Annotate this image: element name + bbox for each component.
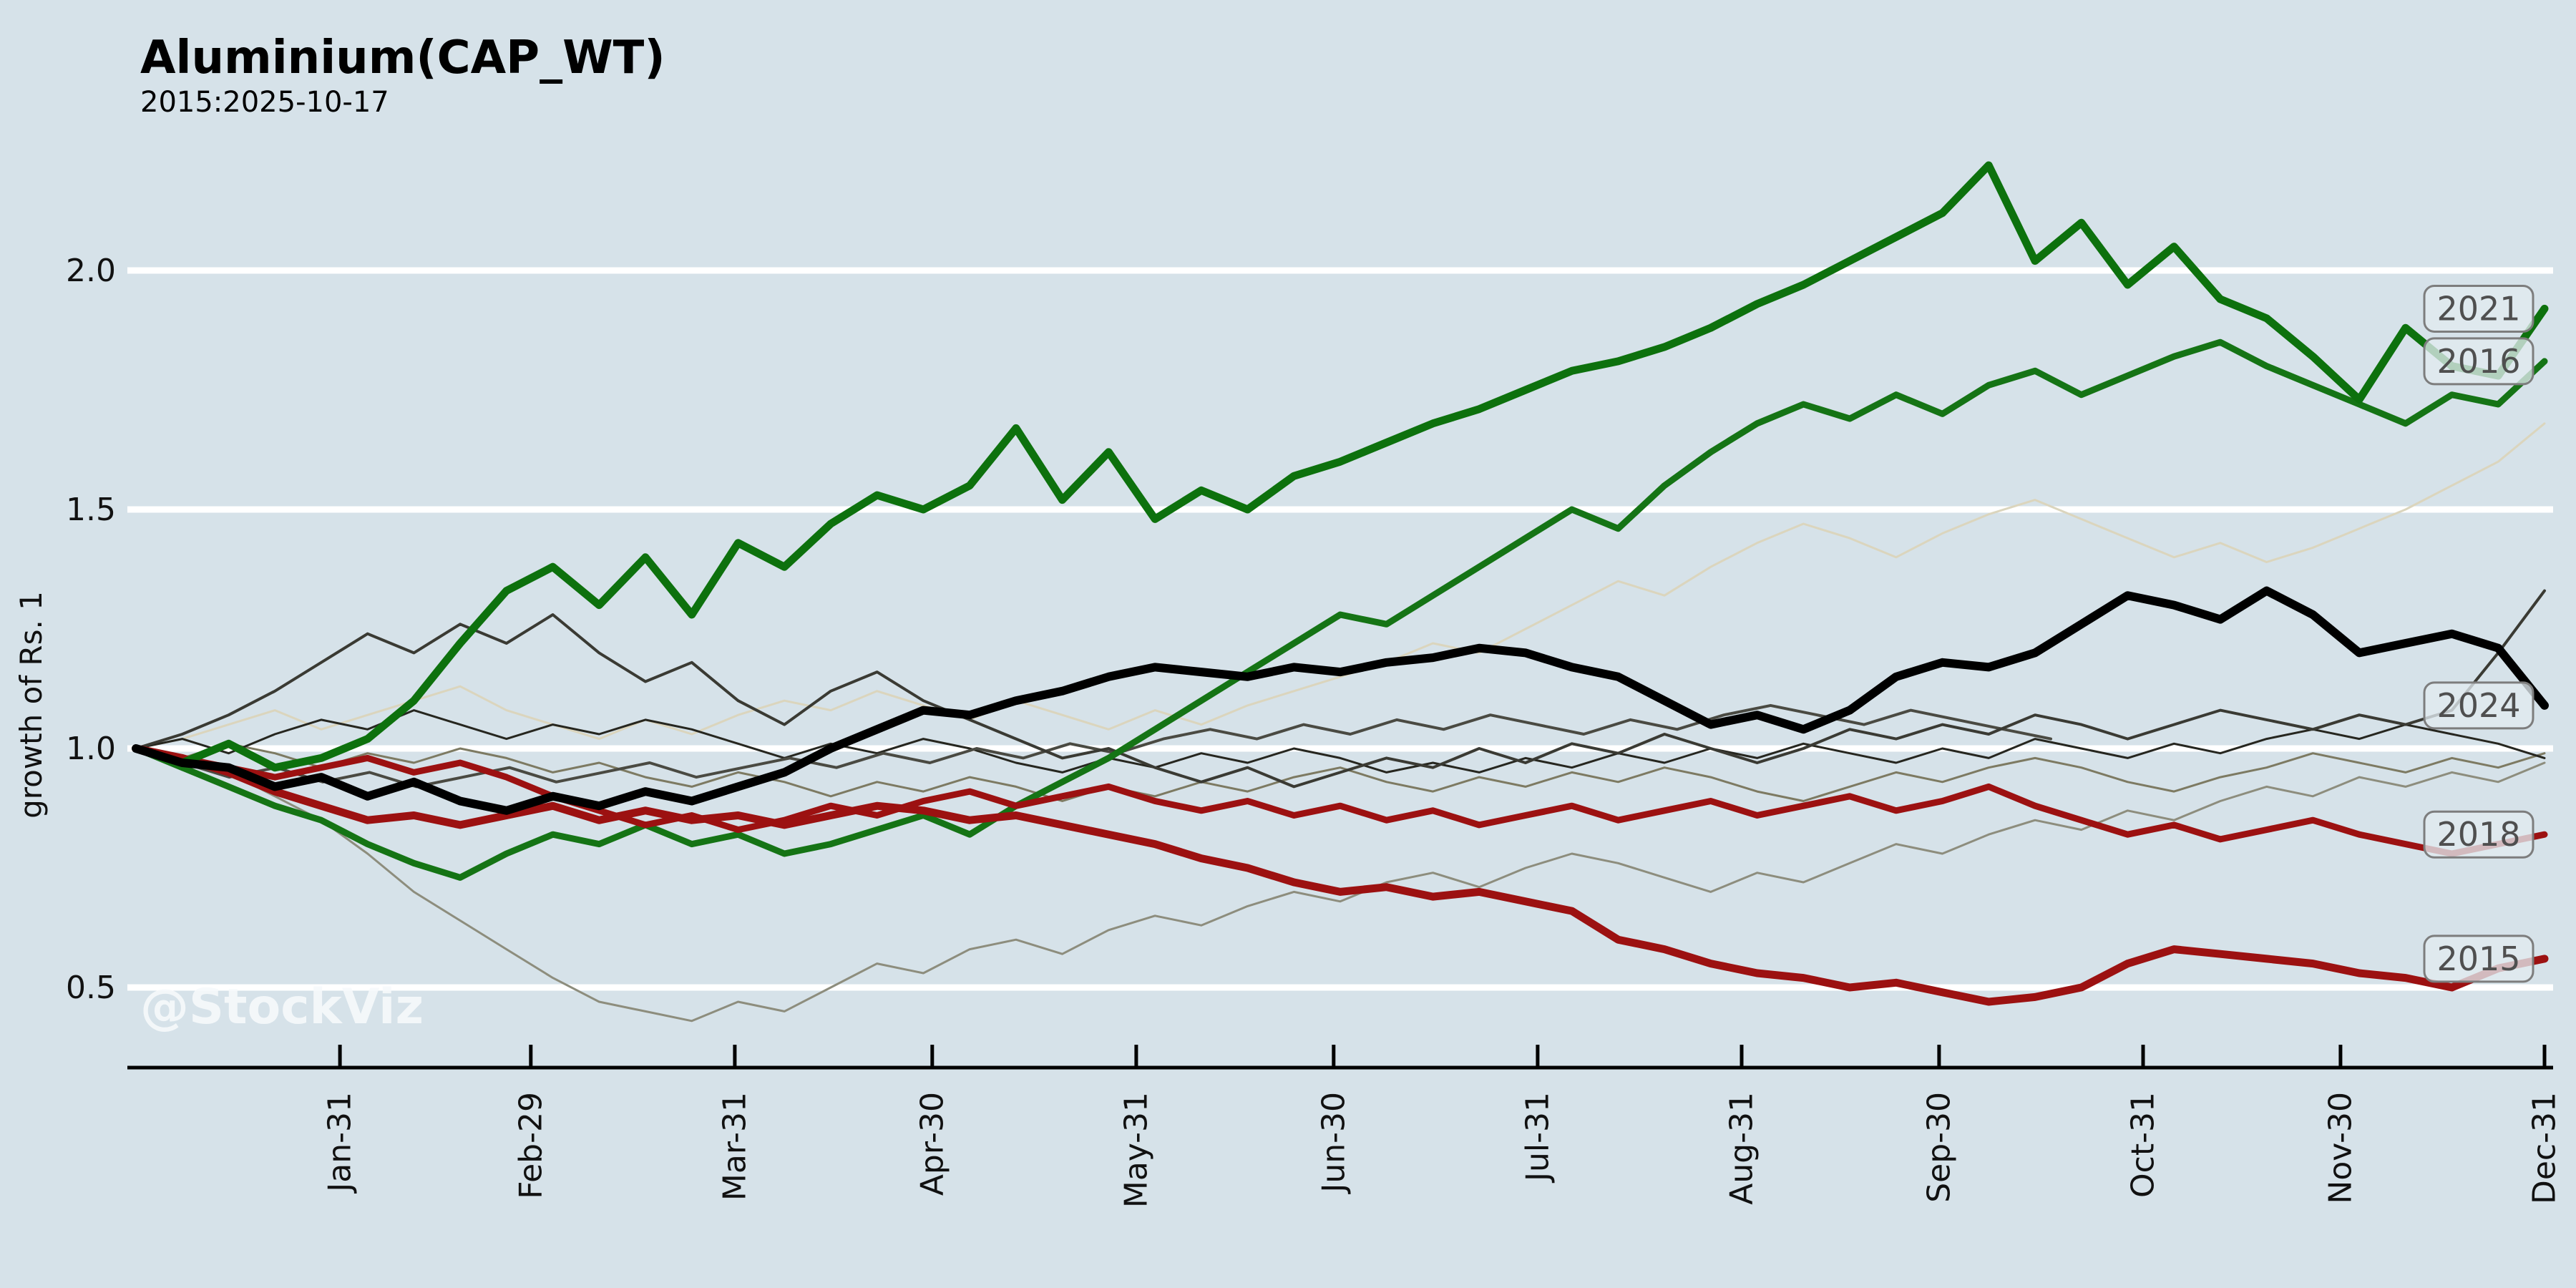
- end-label-box-2016: [2423, 337, 2534, 386]
- end-label-text-2018: 2018: [2436, 815, 2520, 854]
- gridlines: [127, 267, 2553, 991]
- series-line-unlabeled-4: [135, 709, 2546, 774]
- y-tick-label-1.5: 1.5: [66, 492, 116, 528]
- x-tick-label-Jul-31: Jul-31: [1519, 1092, 1556, 1184]
- y-tick-label-1.0: 1.0: [66, 731, 116, 767]
- end-label-text-2016: 2016: [2436, 342, 2520, 381]
- end-label-text-2015: 2015: [2436, 940, 2520, 978]
- end-label-2016: 2016: [2423, 337, 2534, 386]
- y-tick-label-0.5: 0.5: [66, 970, 116, 1006]
- x-tick-label-Jan-31: Jan-31: [322, 1092, 358, 1194]
- end-label-box-2015: [2423, 935, 2534, 983]
- chart-title: Aluminium(CAP_WT): [140, 31, 665, 84]
- end-label-text-2024: 2024: [2436, 686, 2520, 725]
- end-label-2021: 2021: [2423, 284, 2534, 333]
- end-label-text-2021: 2021: [2436, 289, 2520, 328]
- series-line-2021: [132, 161, 2549, 772]
- x-tick-label-Mar-31: Mar-31: [716, 1092, 753, 1201]
- x-axis: [127, 1045, 2553, 1070]
- series-line-2015: [132, 744, 2549, 1006]
- end-label-2024: 2024: [2423, 681, 2534, 730]
- end-label-box-2018: [2423, 810, 2534, 859]
- x-tick-label-Nov-30: Nov-30: [2322, 1092, 2358, 1204]
- y-tick-labels: 0.5 1.0 1.5 2.0: [66, 253, 116, 1006]
- chart-subtitle: 2015:2025-10-17: [140, 86, 389, 119]
- end-label-box-2024: [2423, 681, 2534, 730]
- series-line-unlabeled-5: [135, 703, 2052, 789]
- series-line-2024: [132, 586, 2549, 815]
- x-tick-label-Dec-31: Dec-31: [2527, 1092, 2563, 1204]
- series-line-2018: [132, 745, 2548, 857]
- series-lines: [132, 161, 2549, 1023]
- series-line-unlabeled-3: [135, 742, 2546, 802]
- x-tick-labels: Jan-31 Feb-29 Mar-31 Apr-30 May-31 Jun-30 Jul-…: [322, 1092, 2563, 1208]
- x-tick-label-Sep-30: Sep-30: [1921, 1092, 1957, 1203]
- series-line-unlabeled-6: [135, 589, 2546, 789]
- y-tick-label-2.0: 2.0: [66, 253, 116, 289]
- y-axis-title: growth of Rs. 1: [14, 591, 49, 819]
- series-line-unlabeled-2: [135, 422, 2546, 750]
- series-line-2016: [132, 338, 2548, 881]
- end-label-2015: 2015: [2423, 935, 2534, 983]
- end-label-2018: 2018: [2423, 810, 2534, 859]
- x-tick-label-May-31: May-31: [1118, 1092, 1154, 1208]
- end-label-box-2021: [2423, 284, 2534, 333]
- x-tick-label-Aug-31: Aug-31: [1724, 1092, 1760, 1205]
- x-tick-label-Jun-30: Jun-30: [1315, 1092, 1352, 1195]
- line-end-labels: 2016 2018 2015 2021 2024: [2423, 284, 2534, 983]
- stockviz-watermark: @StockViz: [140, 979, 424, 1035]
- x-tick-label-Apr-30: Apr-30: [914, 1092, 950, 1196]
- x-tick-label-Oct-31: Oct-31: [2125, 1092, 2162, 1198]
- series-line-unlabeled-1: [135, 747, 2546, 1023]
- x-tick-label-Feb-29: Feb-29: [512, 1092, 549, 1199]
